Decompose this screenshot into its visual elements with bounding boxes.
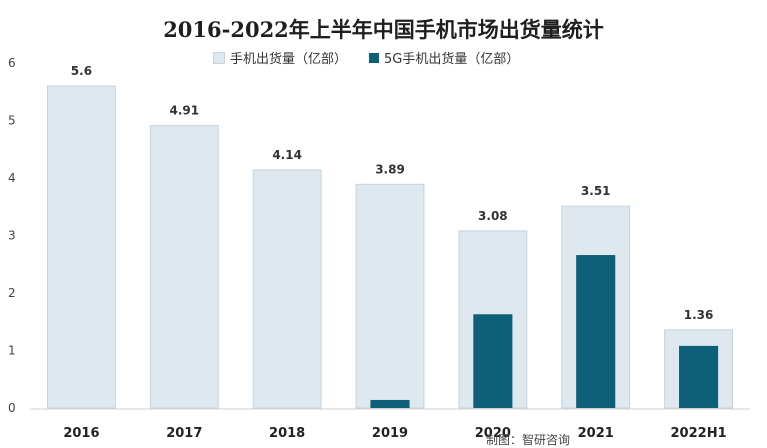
data-label-total: 3.08 (478, 209, 508, 223)
data-label-total: 1.36 (684, 308, 714, 322)
bar-total (149, 125, 219, 409)
bar-5g (576, 255, 616, 408)
legend-label-5g: 5G手机出货量（亿部） (384, 52, 520, 67)
y-tick-label: 5 (8, 114, 16, 128)
x-tick-label: 2021 (578, 426, 614, 441)
legend-swatch-5g (369, 52, 380, 63)
bar-total (46, 85, 116, 409)
y-tick-label: 1 (8, 344, 16, 358)
bar-total (252, 169, 322, 409)
data-label-total: 3.89 (375, 162, 405, 176)
source-note: 制图：智研咨询 (486, 433, 571, 447)
legend-label-total: 手机出货量（亿部） (230, 52, 348, 67)
x-tick-label: 2022H1 (671, 426, 727, 441)
legend-item-5g: 5G手机出货量（亿部） (369, 48, 519, 67)
bar-5g (370, 399, 410, 408)
data-label-total: 4.14 (272, 148, 302, 162)
x-tick-label: 2016 (63, 426, 99, 441)
y-tick-label: 4 (8, 171, 16, 185)
chart-title: 2016-2022年上半年中国手机市场出货量统计 (163, 17, 604, 42)
data-label-total: 5.6 (71, 64, 92, 78)
y-tick-label: 3 (8, 229, 16, 243)
bar-5g (473, 314, 513, 408)
y-tick-label: 6 (8, 56, 16, 70)
x-tick-label: 2019 (372, 426, 408, 441)
y-tick-label: 0 (8, 401, 16, 415)
bar-total (355, 183, 425, 409)
y-tick-label: 2 (8, 286, 16, 300)
chart-legend: 手机出货量（亿部） 5G手机出货量（亿部） (213, 48, 519, 67)
bar-5g (679, 345, 719, 408)
data-label-total: 3.51 (581, 184, 611, 198)
legend-item-total: 手机出货量（亿部） (213, 48, 347, 67)
x-tick-label: 2018 (269, 426, 305, 441)
legend-swatch-total (213, 51, 225, 64)
x-tick-label: 2020 (475, 426, 511, 441)
data-label-total: 4.91 (169, 104, 199, 118)
x-tick-label: 2017 (166, 426, 202, 441)
